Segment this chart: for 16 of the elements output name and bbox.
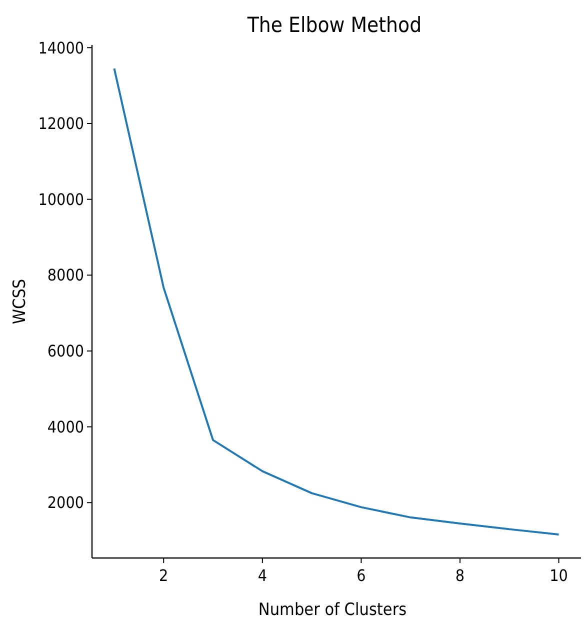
line-series [113,68,560,536]
x-tick-label: 8 [455,566,465,585]
y-tick-label: 8000 [47,266,84,285]
y-tick-label: 6000 [47,342,84,361]
y-tick-label: 14000 [38,38,84,58]
x-tick-label: 2 [159,566,168,585]
x-axis-title: Number of Clusters [258,600,407,620]
x-tick-label: 10 [550,566,568,585]
y-tick-label: 10000 [38,190,84,209]
x-tick-label: 4 [258,566,267,585]
y-tick-label: 12000 [38,114,84,134]
y-axis-title: WCSS [10,278,30,324]
x-tick-label: 6 [356,566,366,585]
y-tick-label: 2000 [47,493,84,512]
y-tick-label: 4000 [47,417,84,436]
chart-title: The Elbow Method [246,13,422,37]
